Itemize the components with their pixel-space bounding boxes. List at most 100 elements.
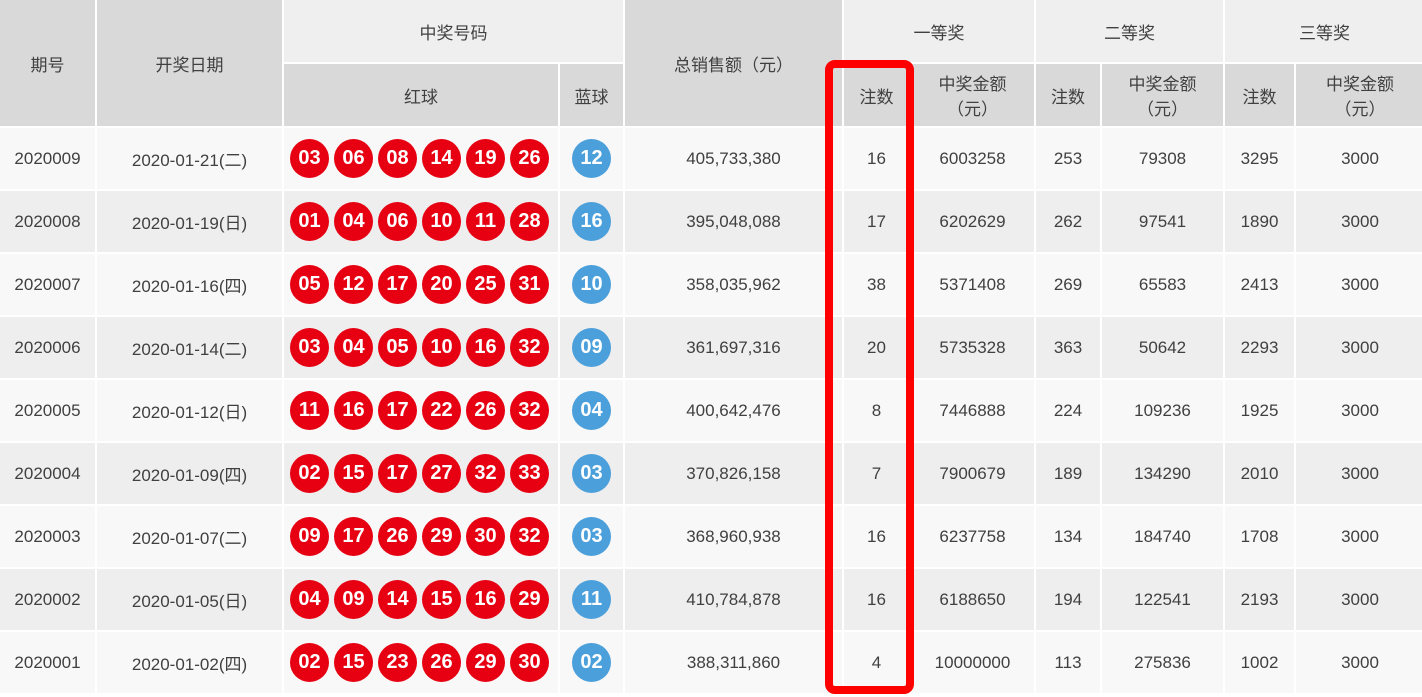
amount-unit: （元）: [947, 100, 998, 119]
header-third-prize: 三等奖: [1223, 0, 1422, 64]
red-ball: 12: [334, 265, 373, 304]
red-ball: 26: [378, 517, 417, 556]
red-ball: 29: [510, 580, 549, 619]
third-prize-count-cell: 2193: [1223, 567, 1296, 632]
lottery-table-body: 2020009 2020-01-21(二) 03 06 08 14 19 26 12 405,73…: [0, 126, 1422, 695]
issue-cell: 2020004: [0, 441, 97, 506]
red-ball: 11: [466, 202, 505, 241]
red-ball: 11: [290, 391, 329, 430]
red-ball: 14: [422, 139, 461, 178]
red-ball: 10: [422, 202, 461, 241]
third-prize-count-cell: 1708: [1223, 504, 1296, 569]
first-prize-amount-cell: 6202629: [909, 189, 1036, 254]
header-p1-count: 注数: [842, 62, 911, 128]
red-balls-cell: 05 12 17 20 25 31: [282, 252, 560, 317]
red-ball: 14: [378, 580, 417, 619]
third-prize-amount-cell: 3000: [1294, 504, 1422, 569]
blue-ball-cell: 04: [558, 378, 625, 443]
third-prize-amount-cell: 3000: [1294, 315, 1422, 380]
second-prize-amount-cell: 122541: [1100, 567, 1225, 632]
amount-unit: （元）: [1334, 100, 1386, 119]
first-prize-count-cell: 38: [842, 252, 911, 317]
second-prize-count-cell: 224: [1034, 378, 1102, 443]
total-sales-cell: 370,826,158: [623, 441, 844, 506]
red-ball: 20: [422, 265, 461, 304]
red-ball: 10: [422, 328, 461, 367]
table-header: 期号 开奖日期 中奖号码 总销售额（元） 一等奖 二等奖 三等奖 红球 蓝球 注…: [0, 0, 1422, 128]
red-balls-group: 11 16 17 22 26 32: [285, 391, 557, 430]
total-sales-cell: 361,697,316: [623, 315, 844, 380]
date-cell: 2020-01-05(日): [95, 567, 284, 632]
red-balls-group: 02 15 17 27 32 33: [285, 454, 557, 493]
issue-cell: 2020006: [0, 315, 97, 380]
red-balls-group: 04 09 14 15 16 29: [285, 580, 557, 619]
blue-ball: 04: [572, 391, 611, 430]
red-balls-cell: 03 04 05 10 16 32: [282, 315, 560, 380]
blue-ball: 11: [572, 580, 611, 619]
amount-unit: （元）: [1137, 100, 1188, 119]
table-row: 2020007 2020-01-16(四) 05 12 17 20 25 31 10 358,03…: [0, 252, 1422, 317]
red-ball: 04: [334, 328, 373, 367]
date-cell: 2020-01-02(四): [95, 630, 284, 695]
second-prize-amount-cell: 134290: [1100, 441, 1225, 506]
red-ball: 32: [466, 454, 505, 493]
first-prize-amount-cell: 5735328: [909, 315, 1036, 380]
second-prize-count-cell: 134: [1034, 504, 1102, 569]
red-ball: 31: [510, 265, 549, 304]
blue-ball: 03: [572, 517, 611, 556]
red-balls-group: 01 04 06 10 11 28: [285, 202, 557, 241]
second-prize-count-cell: 363: [1034, 315, 1102, 380]
header-issue: 期号: [0, 0, 97, 128]
third-prize-count-cell: 1925: [1223, 378, 1296, 443]
third-prize-amount-cell: 3000: [1294, 441, 1422, 506]
total-sales-cell: 388,311,860: [623, 630, 844, 695]
first-prize-amount-cell: 6188650: [909, 567, 1036, 632]
amount-label: 中奖金额: [1128, 75, 1197, 94]
blue-ball-cell: 03: [558, 441, 625, 506]
red-balls-group: 03 06 08 14 19 26: [285, 139, 557, 178]
blue-ball-cell: 12: [558, 126, 625, 191]
red-ball: 09: [290, 517, 329, 556]
third-prize-amount-cell: 3000: [1294, 630, 1422, 695]
red-ball: 05: [378, 328, 417, 367]
header-total-sales: 总销售额（元）: [623, 0, 844, 128]
amount-label: 中奖金额: [1326, 75, 1394, 94]
first-prize-count-cell: 16: [842, 126, 911, 191]
date-cell: 2020-01-12(日): [95, 378, 284, 443]
red-balls-cell: 02 15 23 26 29 30: [282, 630, 560, 695]
third-prize-count-cell: 1890: [1223, 189, 1296, 254]
red-balls-cell: 02 15 17 27 32 33: [282, 441, 560, 506]
table-row: 2020008 2020-01-19(日) 01 04 06 10 11 28 16 395,04…: [0, 189, 1422, 254]
header-second-prize: 二等奖: [1034, 0, 1225, 64]
second-prize-amount-cell: 184740: [1100, 504, 1225, 569]
red-balls-cell: 11 16 17 22 26 32: [282, 378, 560, 443]
first-prize-count-cell: 20: [842, 315, 911, 380]
table-row: 2020001 2020-01-02(四) 02 15 23 26 29 30 02 388,31…: [0, 630, 1422, 695]
date-cell: 2020-01-07(二): [95, 504, 284, 569]
red-ball: 30: [466, 517, 505, 556]
blue-ball-cell: 09: [558, 315, 625, 380]
first-prize-count-cell: 8: [842, 378, 911, 443]
red-ball: 03: [290, 139, 329, 178]
red-balls-cell: 03 06 08 14 19 26: [282, 126, 560, 191]
table-row: 2020004 2020-01-09(四) 02 15 17 27 32 33 03 370,82…: [0, 441, 1422, 506]
second-prize-amount-cell: 79308: [1100, 126, 1225, 191]
blue-ball: 10: [572, 265, 611, 304]
red-ball: 30: [510, 643, 549, 682]
first-prize-amount-cell: 6003258: [909, 126, 1036, 191]
red-balls-group: 03 04 05 10 16 32: [285, 328, 557, 367]
second-prize-amount-cell: 50642: [1100, 315, 1225, 380]
header-winning-numbers: 中奖号码: [282, 0, 625, 64]
total-sales-cell: 410,784,878: [623, 567, 844, 632]
blue-ball: 09: [572, 328, 611, 367]
first-prize-count-cell: 4: [842, 630, 911, 695]
red-ball: 15: [334, 454, 373, 493]
issue-cell: 2020009: [0, 126, 97, 191]
red-balls-cell: 04 09 14 15 16 29: [282, 567, 560, 632]
second-prize-count-cell: 262: [1034, 189, 1102, 254]
red-ball: 26: [422, 643, 461, 682]
red-ball: 26: [466, 391, 505, 430]
red-ball: 29: [422, 517, 461, 556]
red-balls-group: 02 15 23 26 29 30: [285, 643, 557, 682]
